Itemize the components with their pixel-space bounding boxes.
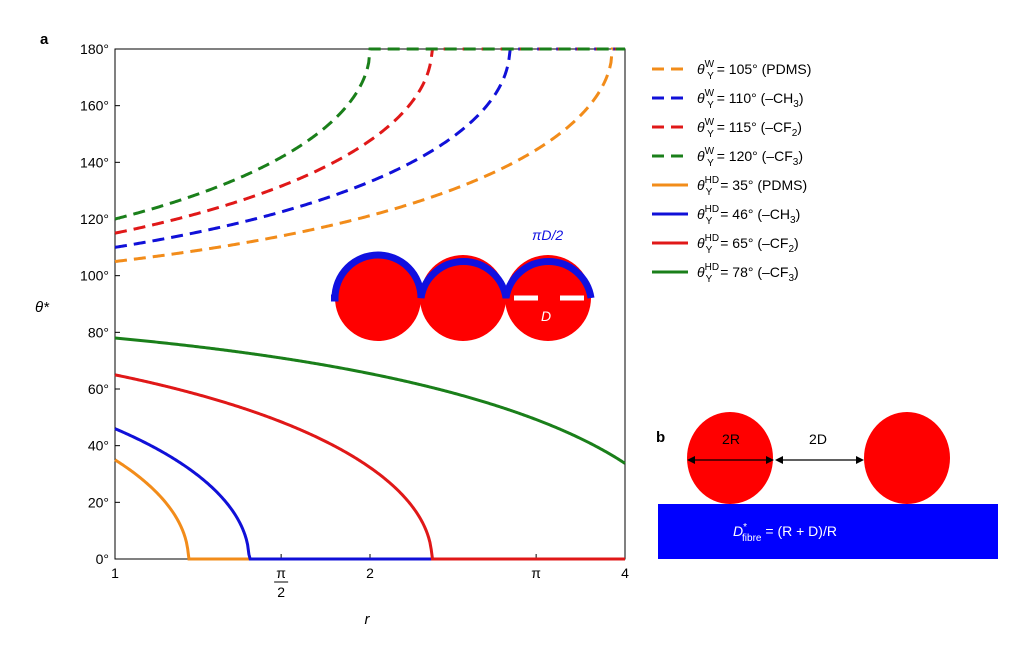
legend-label: θHD Y = 35° (PDMS) — [697, 175, 807, 198]
x-tick-label: π2 — [274, 565, 289, 600]
legend-label: θW Y = 115° (–CF2) — [697, 117, 802, 140]
formula-rest: = (R + D)/R — [761, 523, 836, 539]
arrowhead-2R-left — [687, 456, 695, 464]
inset-circle-1 — [335, 255, 421, 341]
legend-label: θHD Y = 78° (–CF3) — [697, 262, 799, 285]
arrowhead-2D-right — [856, 456, 864, 464]
y-tick-label: 0° — [96, 551, 109, 567]
y-tick-label: 180° — [80, 41, 109, 57]
label-2D-text: 2D — [809, 431, 827, 447]
legend-item: θHD Y = 46° (–CH3) — [652, 204, 800, 227]
legend-label: θHD Y = 46° (–CH3) — [697, 204, 800, 227]
series-line — [114, 47, 625, 235]
x-tick-label: 2 — [366, 565, 374, 581]
label-2R-text: 2R — [722, 431, 740, 447]
legend-label: θW Y = 110° (–CH3) — [697, 88, 804, 111]
series-line — [114, 336, 626, 465]
series-line — [114, 47, 625, 263]
legend-item: θHD Y = 78° (–CF3) — [652, 262, 799, 285]
y-tick-label: 100° — [80, 268, 109, 284]
arrowhead-2R-right — [766, 456, 774, 464]
y-tick-label: 20° — [88, 494, 109, 510]
y-tick-label: 60° — [88, 381, 109, 397]
x-axis-label: r — [365, 611, 371, 628]
series-line — [114, 47, 625, 221]
y-tick-label: 40° — [88, 438, 109, 454]
legend-item: θW Y = 115° (–CF2) — [652, 117, 802, 140]
label-2R: 2R — [722, 431, 740, 447]
legend-item: θW Y = 105° (PDMS) — [652, 59, 811, 82]
panel-b-schematic: 2R 2D D* fibre = (R + D)/R — [658, 412, 998, 559]
inset-schematic: πD/2 D — [331, 227, 595, 341]
inset-liquid-interface — [331, 251, 595, 302]
legend-item: θW Y = 120° (–CF3) — [652, 146, 803, 169]
plot-area: 0°20°40°60°80°100°120°140°160°180° 1 π22 π… — [80, 41, 629, 600]
formula-D: D — [733, 523, 743, 539]
legend-item: θW Y = 110° (–CH3) — [652, 88, 804, 111]
legend-item: θHD Y = 35° (PDMS) — [652, 175, 807, 198]
y-axis: 0° 20° 40° 60° 80° 100° 120° 140° 160° 180° — [80, 41, 120, 567]
panel-b-label: b — [656, 429, 665, 446]
series-line — [114, 47, 625, 249]
x-tick-label: 1 — [111, 565, 119, 581]
y-tick-label: 120° — [80, 211, 109, 227]
legend-label: θW Y = 120° (–CF3) — [697, 146, 803, 169]
y-axis-label-text: θ* — [35, 299, 50, 316]
fiber-right — [864, 412, 950, 504]
arrowhead-2D-left — [775, 456, 783, 464]
series-curves — [114, 47, 626, 561]
y-tick-label: 140° — [80, 154, 109, 170]
y-axis-label: θ* — [35, 299, 50, 316]
formula-sub: fibre — [742, 533, 762, 544]
x-tick-denominator: 2 — [277, 584, 285, 600]
legend-label: θHD Y = 65° (–CF2) — [697, 233, 799, 256]
inset-d-label: D — [541, 308, 551, 324]
x-tick-numerator: π — [276, 565, 286, 581]
x-axis: 1 π22 π 4 — [111, 554, 629, 600]
series-line — [114, 373, 625, 561]
formula-sup: * — [743, 522, 747, 533]
x-tick-label: π — [531, 565, 541, 581]
inset-circle-2 — [420, 255, 506, 341]
fiber-left — [687, 412, 773, 504]
series-line — [114, 427, 625, 561]
y-tick-label: 160° — [80, 98, 109, 114]
panel-a-label: a — [40, 31, 49, 48]
legend: θW Y = 105° (PDMS) θW Y = 110° (–CH3) θW Y = 115… — [652, 59, 811, 285]
y-tick-label: 80° — [88, 324, 109, 340]
series-line — [114, 458, 625, 561]
inset-arc-label: πD/2 — [532, 227, 563, 243]
label-2D: 2D — [809, 431, 827, 447]
inset-circle-3 — [505, 255, 591, 341]
legend-item: θHD Y = 65° (–CF2) — [652, 233, 799, 256]
x-tick-label: 4 — [621, 565, 629, 581]
substrate — [658, 504, 998, 559]
fibre-formula: D* fibre = (R + D)/R — [733, 522, 837, 544]
legend-label: θW Y = 105° (PDMS) — [697, 59, 811, 82]
